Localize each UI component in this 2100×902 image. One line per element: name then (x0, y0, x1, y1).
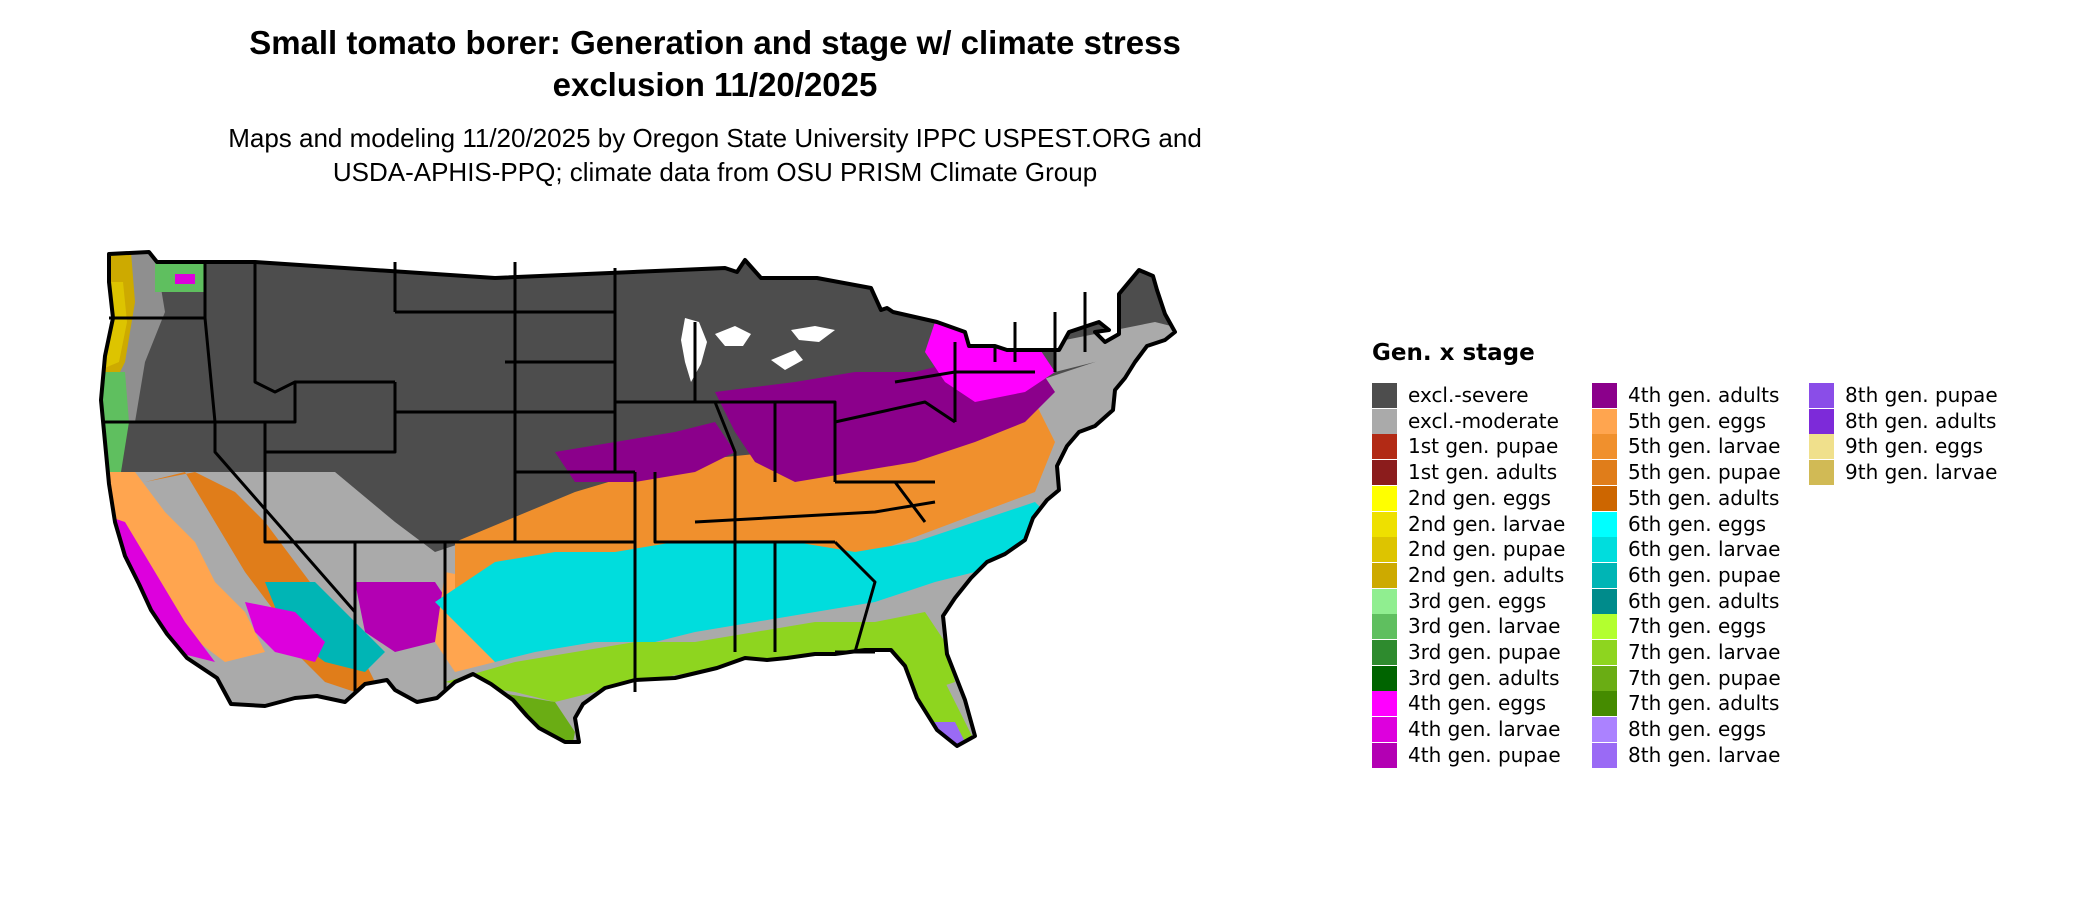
legend-label: 3rd gen. adults (1408, 665, 1560, 690)
legend-swatch (1809, 460, 1834, 486)
legend-label: 9th gen. eggs (1845, 434, 1984, 459)
legend-label: 3rd gen. eggs (1408, 588, 1547, 613)
map-subtitle-line-2: USDA-APHIS-PPQ; climate data from OSU PR… (332, 157, 1098, 187)
legend-label: 4th gen. adults (1628, 383, 1780, 407)
map-title-line-1: Small tomato borer: Generation and stage… (249, 24, 1181, 61)
legend-label: 6th gen. larvae (1628, 537, 1781, 562)
legend-label: 8th gen. adults (1845, 408, 1997, 433)
legend-label: 7th gen. pupae (1628, 665, 1781, 690)
legend-label: 1st gen. adults (1408, 460, 1558, 485)
legend-label: excl.-severe (1408, 383, 1529, 407)
legend-label: 9th gen. larvae (1845, 460, 1998, 485)
legend-label: 2nd gen. larvae (1408, 511, 1566, 536)
legend-swatch (1372, 665, 1397, 691)
legend-swatch (1809, 434, 1834, 460)
legend-swatch (1372, 562, 1397, 588)
legend-label: 2nd gen. eggs (1408, 485, 1551, 510)
legend-label: 5th gen. eggs (1628, 408, 1767, 433)
legend-swatch (1372, 383, 1397, 408)
stage-zones (101, 252, 1175, 746)
legend-label: 6th gen. adults (1628, 588, 1780, 613)
map-subtitle: Maps and modeling 11/20/2025 by Oregon S… (160, 121, 1270, 189)
legend-swatch (1592, 485, 1617, 511)
legend-label: 5th gen. pupae (1628, 460, 1781, 485)
legend-swatch (1592, 383, 1617, 408)
legend-swatch (1592, 588, 1617, 614)
legend-swatch (1372, 717, 1397, 743)
legend-swatch (1372, 640, 1397, 665)
legend-swatch (1592, 511, 1617, 537)
legend-label: 5th gen. larvae (1628, 434, 1781, 459)
map-title: Small tomato borer: Generation and stage… (160, 22, 1270, 106)
legend-swatch (1372, 460, 1397, 486)
legend-swatch (1592, 562, 1617, 588)
legend-title: Gen. x stage (1372, 340, 1535, 366)
legend-label: 4th gen. larvae (1408, 717, 1561, 742)
legend-swatch (1372, 691, 1397, 717)
legend-swatch (1592, 742, 1617, 768)
legend-swatch (1592, 408, 1617, 434)
legend-label: 8th gen. eggs (1628, 717, 1767, 742)
legend-label: 6th gen. eggs (1628, 511, 1767, 536)
legend-swatch (1372, 588, 1397, 614)
legend-label: 3rd gen. pupae (1408, 640, 1561, 664)
legend-swatch (1592, 691, 1617, 717)
legend-swatch (1372, 485, 1397, 511)
legend-label: 7th gen. eggs (1628, 614, 1767, 639)
legend-label: 4th gen. pupae (1408, 742, 1561, 767)
legend-swatch (1372, 408, 1397, 434)
legend-swatch (1592, 434, 1617, 460)
legend-swatch (1592, 665, 1617, 691)
legend-swatch (1592, 614, 1617, 640)
legend-label: 3rd gen. larvae (1408, 614, 1561, 639)
legend-label: 4th gen. eggs (1408, 691, 1547, 716)
legend-label: 8th gen. pupae (1845, 383, 1998, 407)
legend-label: excl.-moderate (1408, 408, 1559, 433)
legend-swatch (1809, 408, 1834, 434)
legend-swatch (1372, 614, 1397, 640)
us-stage-map (99, 250, 1177, 748)
legend-label: 7th gen. adults (1628, 691, 1780, 716)
legend-swatch (1592, 460, 1617, 486)
legend-label: 5th gen. adults (1628, 485, 1780, 510)
legend-label: 8th gen. larvae (1628, 742, 1781, 767)
legend-label: 7th gen. larvae (1628, 640, 1781, 664)
legend-label: 2nd gen. pupae (1408, 537, 1566, 562)
legend-label: 6th gen. pupae (1628, 562, 1781, 587)
legend-label: 1st gen. pupae (1408, 434, 1559, 459)
great-lakes (681, 318, 835, 382)
map-subtitle-line-1: Maps and modeling 11/20/2025 by Oregon S… (228, 123, 1202, 153)
legend-swatch (1592, 537, 1617, 563)
legend-swatch (1592, 640, 1617, 665)
legend-swatch (1372, 434, 1397, 460)
legend-swatch (1592, 717, 1617, 743)
legend-label: 2nd gen. adults (1408, 562, 1565, 587)
legend-swatch (1809, 383, 1834, 408)
map-title-line-2: exclusion 11/20/2025 (552, 66, 878, 103)
legend-swatch (1372, 537, 1397, 563)
state-boundaries (105, 262, 1087, 692)
legend-swatch (1372, 742, 1397, 768)
legend-swatch (1372, 511, 1397, 537)
